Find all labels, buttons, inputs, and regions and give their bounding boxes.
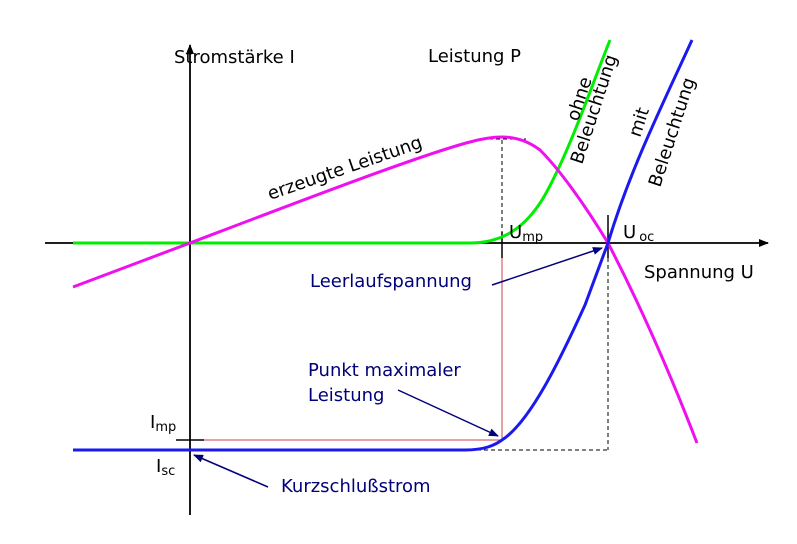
power-curve bbox=[72, 135, 699, 444]
open-circuit-arrow bbox=[491, 247, 603, 286]
open-circuit-annotation: Leerlaufspannung bbox=[310, 271, 472, 292]
short-circuit-arrow bbox=[193, 454, 269, 488]
mpp-arrow bbox=[397, 389, 499, 437]
power-curve-label: erzeugte Leistung bbox=[265, 132, 425, 205]
mpp-annotation-line2: Leistung bbox=[308, 385, 384, 406]
dark-iv-curve bbox=[73, 39, 612, 245]
power-axis-label: Leistung P bbox=[428, 46, 521, 67]
isc-label: Isc bbox=[156, 456, 175, 479]
imp-label: Imp bbox=[150, 412, 176, 435]
short-circuit-annotation: Kurzschlußstrom bbox=[281, 476, 431, 497]
mpp-annotation-line1: Punkt maximaler bbox=[308, 360, 461, 381]
x-axis-label: Spannung U bbox=[644, 262, 754, 283]
ump-label: Ump bbox=[509, 222, 543, 245]
light-iv-curve bbox=[73, 39, 694, 452]
light-curve-label-line2: Beleuchtung bbox=[645, 75, 700, 189]
y-axis-label: Stromstärke I bbox=[174, 47, 295, 68]
